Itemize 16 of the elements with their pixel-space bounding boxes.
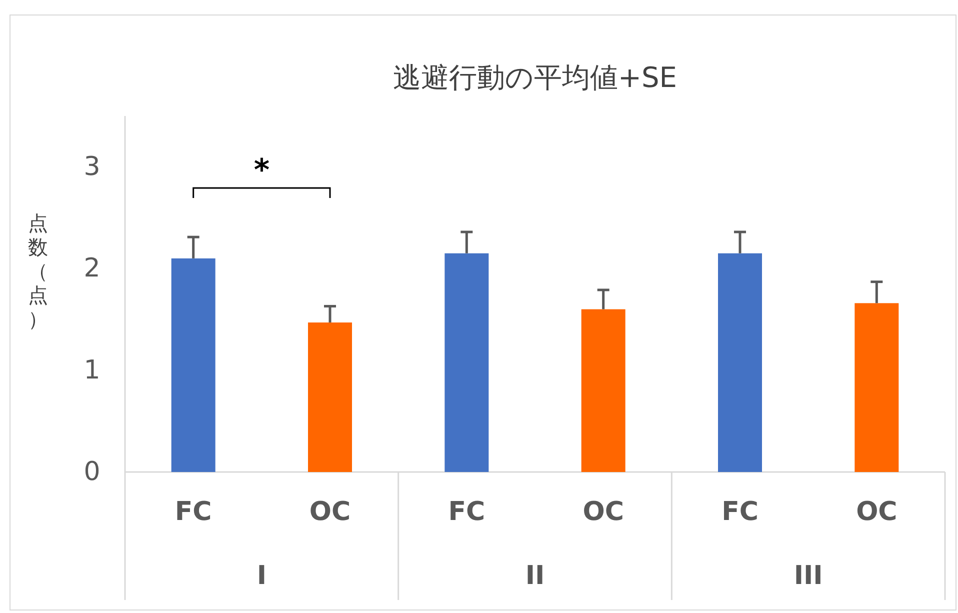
text: FC (722, 497, 758, 527)
y-axis-title: 点数（点） (28, 211, 48, 331)
x-tick-label: I (256, 561, 267, 591)
x-tick-label: III (794, 561, 823, 591)
series-label: FC (174, 497, 212, 527)
y-tick-label: 3 (84, 152, 100, 182)
text: OC (582, 497, 624, 527)
chart-title: 逃避行動の平均値+SE (393, 61, 677, 94)
text: OC (856, 497, 898, 527)
x-tick-label: II (525, 561, 545, 591)
y-tick-label: 2 (84, 254, 100, 284)
series-label: OC (309, 497, 351, 527)
annotation: * (254, 153, 270, 188)
y-tick-label: 0 (84, 457, 100, 487)
text: FC (448, 497, 486, 527)
y-tick-label: 1 (84, 355, 100, 386)
